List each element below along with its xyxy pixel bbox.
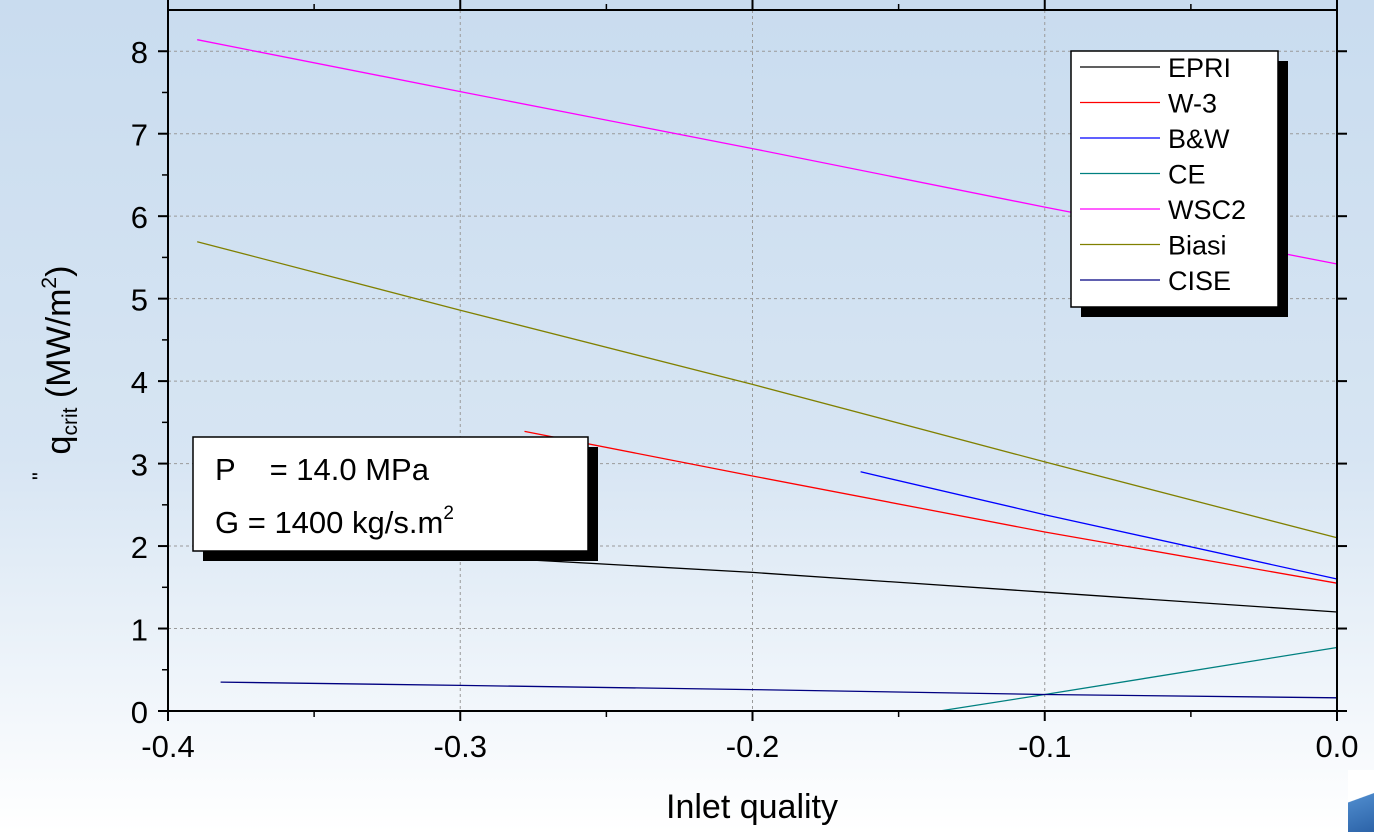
y-tick-label: 4	[131, 365, 148, 400]
x-axis-label: Inlet quality	[666, 788, 838, 826]
series-line-b-w	[860, 471, 1338, 580]
y-tick-label: 1	[131, 613, 148, 648]
y-axis-unit: (MW/m	[40, 289, 78, 408]
y-axis-prime: "	[28, 472, 53, 480]
x-tick-label: -0.4	[141, 729, 194, 764]
annotation-flux-text: G = 1400 kg/s.m	[215, 505, 443, 540]
y-tick-label: 6	[131, 200, 148, 235]
annotation-pressure: P = 14.0 MPa	[215, 452, 430, 487]
series-line-biasi	[197, 241, 1338, 539]
legend-label: EPRI	[1168, 53, 1231, 83]
legend-label: CE	[1168, 160, 1206, 190]
annotation-flux-sup: 2	[443, 503, 454, 524]
legend-label: CISE	[1168, 266, 1231, 296]
legend-box	[1070, 50, 1279, 308]
legend-label: Biasi	[1168, 231, 1227, 261]
y-axis-unit-close: )	[40, 266, 78, 277]
y-tick-label: 8	[131, 35, 148, 70]
axis-ticks: 0 1 2 3 4 5 6 7 8 -0.4 -0.3 -0.2 -0.1 0.0	[131, 0, 1359, 764]
y-axis-symbol: q	[40, 436, 78, 455]
series-line-cise	[220, 681, 1338, 699]
y-axis-unit-sup: 2	[38, 277, 61, 289]
series-line-w-3	[524, 430, 1338, 584]
y-axis-subscript: crit	[59, 407, 82, 435]
y-tick-label: 3	[131, 448, 148, 483]
y-axis-label: qcrit (MW/m2) "	[28, 266, 82, 480]
conditions-annotation: P = 14.0 MPa G = 1400 kg/s.m2	[192, 436, 598, 561]
y-tick-label: 5	[131, 283, 148, 318]
annotation-flux: G = 1400 kg/s.m2	[215, 503, 454, 540]
annotation-box	[192, 436, 589, 552]
y-tick-label: 2	[131, 530, 148, 565]
slide-corner-decoration	[1348, 770, 1374, 832]
x-tick-label: -0.2	[726, 729, 779, 764]
legend: EPRI W-3 B&W CE WSC2 Biasi CISE	[1070, 50, 1288, 317]
y-tick-label: 0	[131, 695, 148, 730]
x-tick-label: -0.3	[434, 729, 487, 764]
y-tick-label: 7	[131, 118, 148, 153]
x-tick-label: 0.0	[1315, 729, 1358, 764]
series-line-ce	[939, 646, 1338, 712]
x-tick-label: -0.1	[1018, 729, 1071, 764]
svg-text:qcrit (MW/m2): qcrit (MW/m2)	[38, 266, 82, 455]
legend-label: B&W	[1168, 124, 1230, 154]
legend-label: W-3	[1168, 89, 1217, 119]
legend-label: WSC2	[1168, 195, 1246, 225]
